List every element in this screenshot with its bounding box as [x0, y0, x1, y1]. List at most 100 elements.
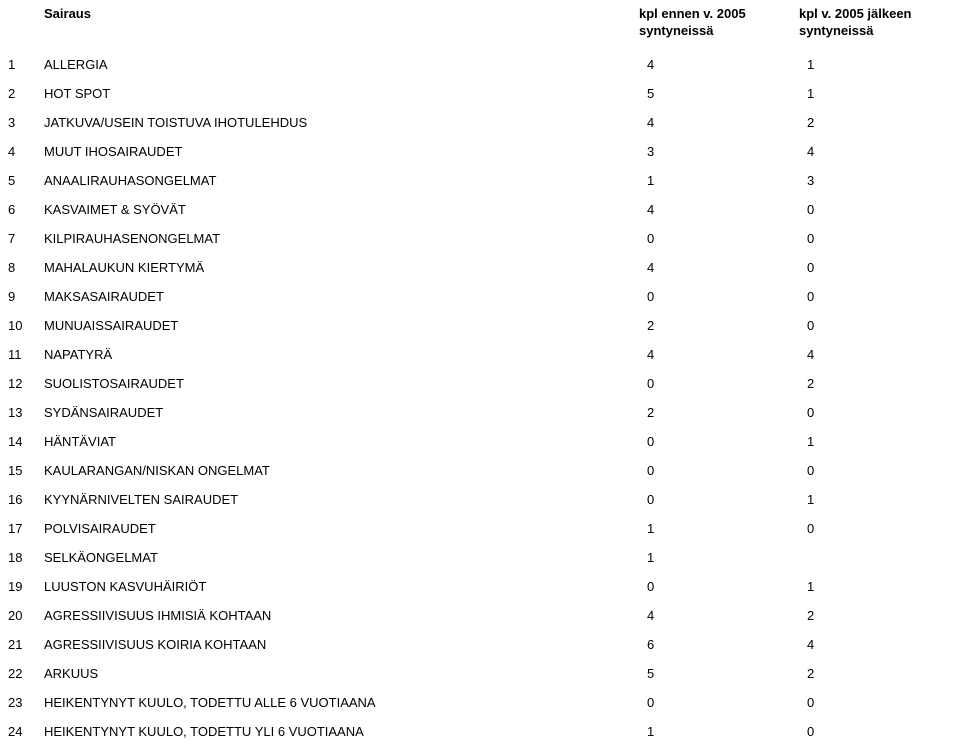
- row-number: 12: [0, 369, 36, 398]
- table-row: 17POLVISAIRAUDET10: [0, 514, 959, 543]
- row-number: 14: [0, 427, 36, 456]
- table-row: 20AGRESSIIVISUUS IHMISIÄ KOHTAAN42: [0, 601, 959, 630]
- row-number: 8: [0, 253, 36, 282]
- row-disease-name: NAPATYRÄ: [36, 340, 639, 369]
- table-row: 2HOT SPOT51: [0, 79, 959, 108]
- row-count-before: 0: [639, 427, 799, 456]
- table-row: 4MUUT IHOSAIRAUDET34: [0, 137, 959, 166]
- row-number: 11: [0, 340, 36, 369]
- row-count-after: 0: [799, 688, 959, 717]
- row-count-before: 0: [639, 282, 799, 311]
- row-count-before: 0: [639, 688, 799, 717]
- row-count-before: 2: [639, 398, 799, 427]
- row-count-before: 0: [639, 369, 799, 398]
- row-disease-name: ALLERGIA: [36, 50, 639, 79]
- row-count-before: 0: [639, 456, 799, 485]
- row-number: 15: [0, 456, 36, 485]
- row-count-before: 4: [639, 601, 799, 630]
- header-after-line1: kpl v. 2005 jälkeen: [799, 6, 912, 21]
- table-row: 3JATKUVA/USEIN TOISTUVA IHOTULEHDUS42: [0, 108, 959, 137]
- row-count-before: 6: [639, 630, 799, 659]
- row-count-after: 0: [799, 282, 959, 311]
- row-count-after: [799, 543, 959, 572]
- row-count-before: 4: [639, 340, 799, 369]
- row-number: 23: [0, 688, 36, 717]
- row-disease-name: MAHALAUKUN KIERTYMÄ: [36, 253, 639, 282]
- row-number: 16: [0, 485, 36, 514]
- row-number: 18: [0, 543, 36, 572]
- table-row: 14HÄNTÄVIAT01: [0, 427, 959, 456]
- table-row: 22ARKUUS52: [0, 659, 959, 688]
- table-row: 16KYYNÄRNIVELTEN SAIRAUDET01: [0, 485, 959, 514]
- row-count-before: 4: [639, 50, 799, 79]
- row-disease-name: ARKUUS: [36, 659, 639, 688]
- row-disease-name: ANAALIRAUHASONGELMAT: [36, 166, 639, 195]
- row-count-after: 0: [799, 717, 959, 746]
- row-number: 17: [0, 514, 36, 543]
- row-disease-name: HOT SPOT: [36, 79, 639, 108]
- row-count-before: 0: [639, 224, 799, 253]
- row-number: 1: [0, 50, 36, 79]
- row-disease-name: AGRESSIIVISUUS IHMISIÄ KOHTAAN: [36, 601, 639, 630]
- row-number: 7: [0, 224, 36, 253]
- row-count-after: 1: [799, 427, 959, 456]
- row-count-after: 0: [799, 311, 959, 340]
- row-disease-name: JATKUVA/USEIN TOISTUVA IHOTULEHDUS: [36, 108, 639, 137]
- row-count-after: 0: [799, 398, 959, 427]
- row-count-before: 4: [639, 253, 799, 282]
- row-disease-name: MAKSASAIRAUDET: [36, 282, 639, 311]
- header-after: kpl v. 2005 jälkeen syntyneissä: [799, 0, 959, 50]
- row-disease-name: KYYNÄRNIVELTEN SAIRAUDET: [36, 485, 639, 514]
- row-disease-name: SUOLISTOSAIRAUDET: [36, 369, 639, 398]
- row-count-after: 4: [799, 630, 959, 659]
- table-row: 21AGRESSIIVISUUS KOIRIA KOHTAAN64: [0, 630, 959, 659]
- table-row: 7KILPIRAUHASENONGELMAT00: [0, 224, 959, 253]
- header-before-line2: syntyneissä: [639, 23, 713, 38]
- header-before: kpl ennen v. 2005 syntyneissä: [639, 0, 799, 50]
- table-row: 5ANAALIRAUHASONGELMAT13: [0, 166, 959, 195]
- table-row: 1ALLERGIA41: [0, 50, 959, 79]
- header-blank: [0, 0, 36, 50]
- row-number: 9: [0, 282, 36, 311]
- row-count-before: 1: [639, 543, 799, 572]
- table-row: 23HEIKENTYNYT KUULO, TODETTU ALLE 6 VUOT…: [0, 688, 959, 717]
- row-disease-name: SYDÄNSAIRAUDET: [36, 398, 639, 427]
- row-disease-name: SELKÄONGELMAT: [36, 543, 639, 572]
- row-count-before: 1: [639, 514, 799, 543]
- row-disease-name: KASVAIMET & SYÖVÄT: [36, 195, 639, 224]
- row-number: 24: [0, 717, 36, 746]
- row-disease-name: HEIKENTYNYT KUULO, TODETTU YLI 6 VUOTIAA…: [36, 717, 639, 746]
- row-disease-name: KILPIRAUHASENONGELMAT: [36, 224, 639, 253]
- row-count-after: 0: [799, 514, 959, 543]
- row-number: 22: [0, 659, 36, 688]
- row-count-after: 1: [799, 485, 959, 514]
- row-count-before: 3: [639, 137, 799, 166]
- row-count-after: 1: [799, 79, 959, 108]
- table-header-row: Sairaus kpl ennen v. 2005 syntyneissä kp…: [0, 0, 959, 50]
- row-number: 6: [0, 195, 36, 224]
- table-row: 11NAPATYRÄ44: [0, 340, 959, 369]
- row-count-before: 5: [639, 79, 799, 108]
- row-count-before: 1: [639, 717, 799, 746]
- table-row: 6KASVAIMET & SYÖVÄT40: [0, 195, 959, 224]
- row-number: 20: [0, 601, 36, 630]
- row-count-before: 0: [639, 572, 799, 601]
- table-row: 13SYDÄNSAIRAUDET20: [0, 398, 959, 427]
- row-count-before: 2: [639, 311, 799, 340]
- row-disease-name: HEIKENTYNYT KUULO, TODETTU ALLE 6 VUOTIA…: [36, 688, 639, 717]
- row-count-after: 1: [799, 50, 959, 79]
- table-row: 15KAULARANGAN/NISKAN ONGELMAT00: [0, 456, 959, 485]
- row-number: 3: [0, 108, 36, 137]
- row-count-after: 3: [799, 166, 959, 195]
- row-disease-name: MUUT IHOSAIRAUDET: [36, 137, 639, 166]
- row-number: 5: [0, 166, 36, 195]
- row-count-after: 2: [799, 369, 959, 398]
- row-number: 2: [0, 79, 36, 108]
- row-disease-name: AGRESSIIVISUUS KOIRIA KOHTAAN: [36, 630, 639, 659]
- table-row: 12SUOLISTOSAIRAUDET02: [0, 369, 959, 398]
- row-disease-name: HÄNTÄVIAT: [36, 427, 639, 456]
- row-count-after: 4: [799, 137, 959, 166]
- row-count-after: 2: [799, 601, 959, 630]
- row-disease-name: LUUSTON KASVUHÄIRIÖT: [36, 572, 639, 601]
- row-number: 21: [0, 630, 36, 659]
